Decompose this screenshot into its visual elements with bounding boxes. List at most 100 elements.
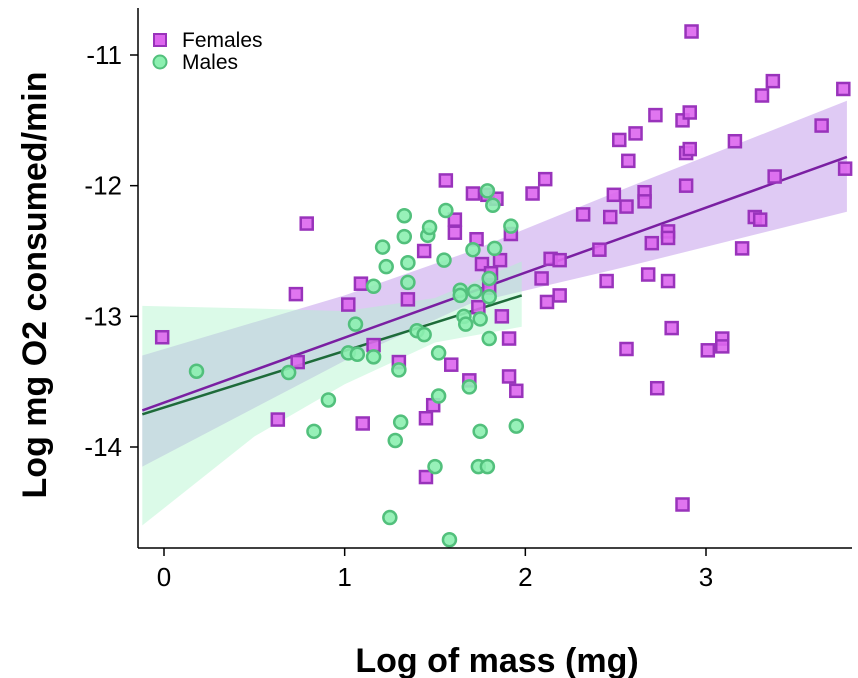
point-males: [280, 364, 297, 381]
point-males: [438, 202, 454, 219]
point-females: [537, 171, 553, 187]
point-males: [472, 311, 488, 327]
axes: 0 1 2 3 -14 -13 -12 -11: [84, 8, 852, 592]
point-females: [599, 273, 614, 289]
point-males: [416, 326, 432, 343]
point-females: [678, 178, 694, 193]
point-females: [400, 292, 416, 307]
point-females: [438, 173, 454, 188]
y-tick-label: -13: [84, 301, 122, 331]
point-females: [682, 105, 697, 120]
point-males: [457, 316, 474, 332]
point-females: [288, 286, 304, 302]
point-females: [765, 73, 781, 89]
point-males: [349, 346, 366, 362]
point-females: [501, 331, 517, 346]
point-males: [508, 418, 525, 434]
point-males: [374, 239, 391, 255]
point-males: [479, 458, 496, 475]
point-females: [734, 241, 750, 256]
point-females: [675, 497, 690, 512]
point-males: [441, 532, 458, 548]
point-females: [664, 320, 679, 336]
point-males: [481, 270, 497, 287]
point-females: [447, 225, 463, 240]
point-females: [660, 273, 676, 289]
y-tick-label: -11: [86, 40, 122, 70]
point-females: [621, 153, 636, 169]
point-males: [486, 240, 503, 257]
point-males: [306, 423, 322, 440]
point-females: [299, 216, 314, 231]
y-axis-title: Log mg O2 consumed/min: [16, 72, 54, 499]
point-males: [479, 183, 496, 199]
point-males: [466, 283, 483, 300]
point-males: [320, 392, 337, 408]
point-females: [637, 194, 652, 209]
x-tick-label: 0: [157, 562, 171, 592]
point-males: [378, 258, 394, 275]
point-males: [400, 255, 416, 271]
point-females: [552, 288, 567, 303]
point-females: [644, 235, 660, 251]
y-tick-label: -14: [84, 432, 122, 462]
point-males: [503, 218, 519, 234]
point-females: [684, 24, 699, 39]
point-females: [539, 294, 555, 310]
point-females: [416, 243, 432, 259]
data-points: [154, 24, 853, 548]
point-males: [430, 388, 447, 404]
point-females: [619, 341, 634, 357]
point-males: [347, 316, 364, 332]
point-females: [660, 230, 676, 246]
point-females: [606, 187, 622, 203]
point-females: [700, 343, 716, 358]
point-males: [465, 241, 481, 258]
point-males: [452, 287, 469, 304]
point-females: [341, 297, 356, 312]
point-females: [575, 207, 591, 222]
point-males: [392, 414, 409, 430]
point-females: [270, 412, 286, 427]
point-males: [481, 330, 497, 347]
point-males: [421, 219, 438, 236]
point-females: [353, 276, 369, 291]
point-males: [436, 252, 452, 268]
point-females: [640, 267, 656, 282]
point-males: [382, 509, 398, 526]
legend-marker-males: [152, 54, 168, 70]
point-females: [602, 209, 618, 225]
legend-marker-females: [153, 33, 167, 47]
point-males: [427, 458, 443, 475]
point-females: [814, 118, 829, 133]
point-males: [387, 432, 404, 449]
x-tick-label: 2: [518, 562, 532, 592]
point-males: [400, 274, 416, 291]
point-males: [365, 349, 382, 365]
point-females: [649, 380, 665, 396]
point-females: [534, 271, 549, 286]
point-females: [767, 169, 782, 184]
point-males: [391, 362, 407, 378]
point-females: [552, 252, 567, 268]
point-females: [154, 329, 170, 345]
point-males: [430, 345, 447, 361]
point-females: [509, 383, 524, 399]
legend-label-females: Females: [182, 29, 263, 52]
x-axis-title: Log of mass (mg): [355, 642, 638, 678]
point-females: [418, 411, 434, 426]
point-females: [715, 339, 730, 354]
point-females: [628, 126, 643, 141]
point-females: [836, 81, 851, 97]
point-females: [592, 242, 607, 257]
point-females: [525, 186, 540, 201]
point-females: [492, 252, 508, 268]
point-females: [612, 132, 627, 148]
point-females: [418, 469, 434, 485]
point-females: [494, 309, 510, 324]
point-females: [290, 354, 305, 370]
point-females: [619, 199, 634, 214]
point-males: [461, 379, 478, 395]
